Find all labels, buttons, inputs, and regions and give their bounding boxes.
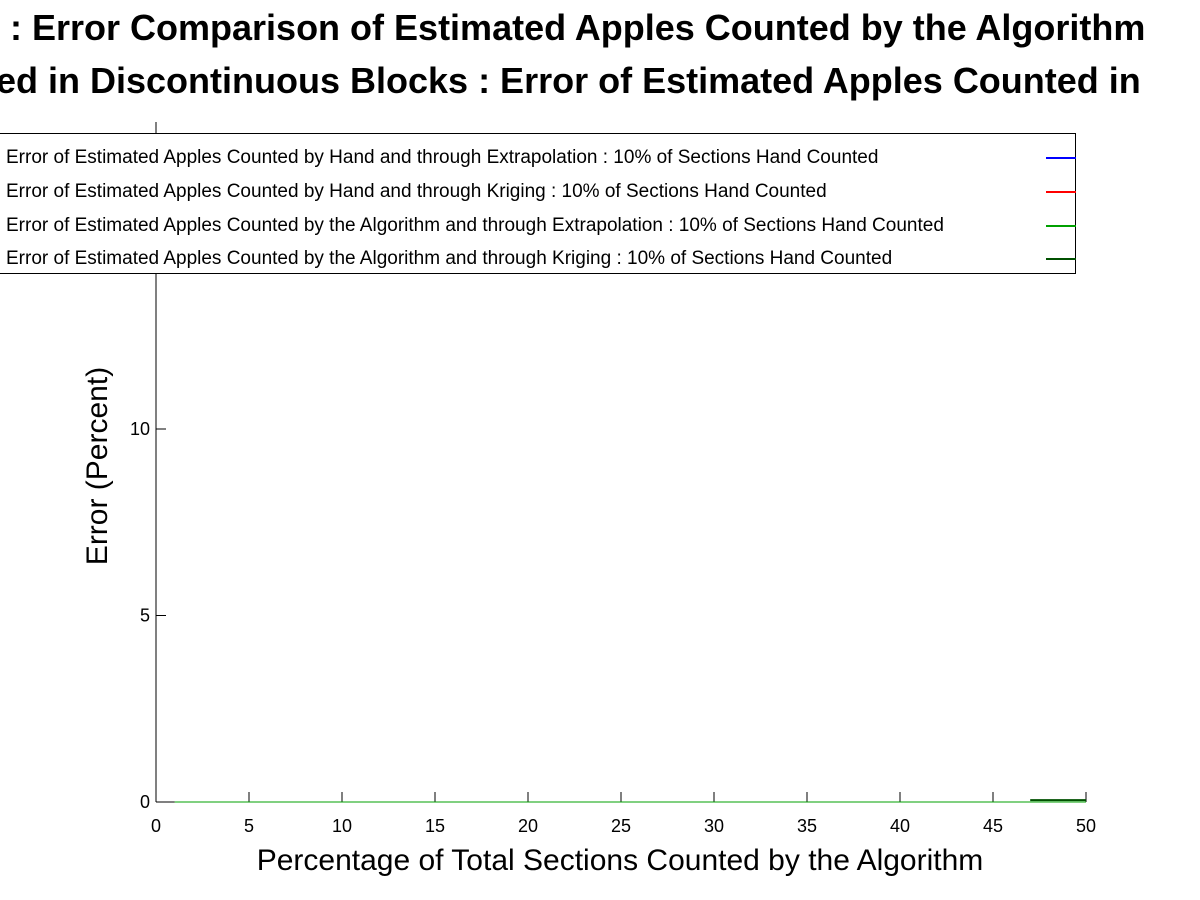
legend-swatches bbox=[1046, 157, 1076, 260]
x-tick-label: 0 bbox=[151, 816, 161, 836]
chart-title-line-2: ed in Discontinuous Blocks : Error of Es… bbox=[0, 61, 1141, 101]
x-tick-label: 20 bbox=[518, 816, 538, 836]
y-axis-label: Error (Percent) bbox=[81, 366, 114, 566]
x-tick-label: 10 bbox=[332, 816, 352, 836]
x-tick-label: 30 bbox=[704, 816, 724, 836]
x-tick-label: 15 bbox=[425, 816, 445, 836]
y-tick-label: 5 bbox=[140, 606, 150, 626]
x-tick-label: 35 bbox=[797, 816, 817, 836]
x-axis-label: Percentage of Total Sections Counted by … bbox=[256, 844, 984, 877]
x-tick-label: 25 bbox=[611, 816, 631, 836]
legend: Error of Estimated Apples Counted by Han… bbox=[0, 133, 1076, 274]
legend-entry-2: Error of Estimated Apples Counted by Han… bbox=[6, 181, 827, 202]
x-tick-label: 40 bbox=[890, 816, 910, 836]
legend-entry-3: Error of Estimated Apples Counted by the… bbox=[6, 215, 944, 236]
x-tick-label: 45 bbox=[983, 816, 1003, 836]
y-tick-label: 10 bbox=[130, 419, 150, 439]
y-tick-label: 0 bbox=[140, 792, 150, 812]
x-tick-label: 50 bbox=[1076, 816, 1096, 836]
x-tick-label: 5 bbox=[244, 816, 254, 836]
legend-entry-4: Error of Estimated Apples Counted by the… bbox=[6, 248, 893, 269]
series-lines bbox=[174, 799, 1086, 803]
legend-entry-1: Error of Estimated Apples Counted by Han… bbox=[6, 147, 879, 168]
chart-title-line-1: l : Error Comparison of Estimated Apples… bbox=[0, 8, 1146, 48]
